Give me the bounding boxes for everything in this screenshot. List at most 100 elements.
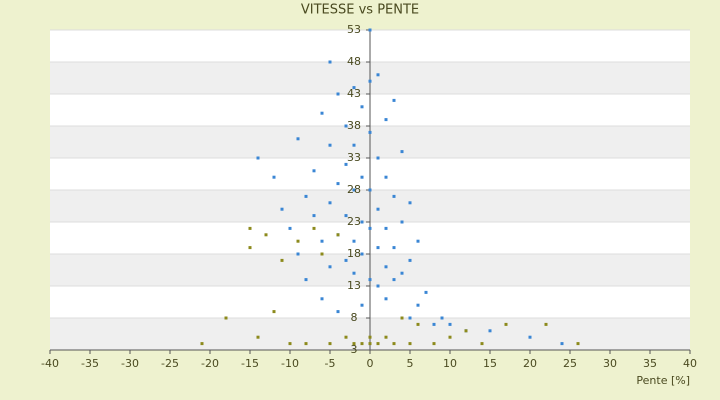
y-tick-label: 23 bbox=[347, 215, 361, 228]
x-tick-label: -15 bbox=[241, 357, 259, 370]
point bbox=[560, 342, 564, 346]
point bbox=[280, 207, 284, 211]
point bbox=[296, 252, 300, 256]
x-tick-label: 10 bbox=[443, 357, 457, 370]
point bbox=[408, 201, 412, 205]
point bbox=[352, 188, 356, 192]
point bbox=[416, 239, 420, 243]
point bbox=[344, 162, 348, 166]
point bbox=[392, 246, 396, 250]
y-tick-label: 28 bbox=[347, 183, 361, 196]
x-tick-label: -10 bbox=[281, 357, 299, 370]
point bbox=[352, 271, 356, 275]
point bbox=[256, 335, 260, 339]
point bbox=[376, 246, 380, 250]
point bbox=[432, 342, 436, 346]
point bbox=[352, 239, 356, 243]
x-tick-label: 5 bbox=[407, 357, 414, 370]
point bbox=[408, 316, 412, 320]
point bbox=[328, 342, 332, 346]
point bbox=[416, 322, 420, 326]
point bbox=[576, 342, 580, 346]
y-tick-label: 43 bbox=[347, 87, 361, 100]
point bbox=[320, 111, 324, 115]
point bbox=[368, 342, 372, 346]
y-tick-label: 38 bbox=[347, 119, 361, 132]
point bbox=[304, 194, 308, 198]
point bbox=[352, 143, 356, 147]
point bbox=[528, 335, 532, 339]
point bbox=[488, 329, 492, 333]
x-tick-label: 35 bbox=[643, 357, 657, 370]
point bbox=[384, 175, 388, 179]
point bbox=[360, 220, 364, 224]
point bbox=[264, 233, 268, 237]
point bbox=[376, 73, 380, 77]
point bbox=[296, 137, 300, 141]
point bbox=[464, 329, 468, 333]
point bbox=[328, 143, 332, 147]
point bbox=[392, 194, 396, 198]
x-tick-label: 40 bbox=[683, 357, 697, 370]
point bbox=[408, 258, 412, 262]
point bbox=[368, 226, 372, 230]
point bbox=[400, 316, 404, 320]
x-tick-label: 30 bbox=[603, 357, 617, 370]
point bbox=[280, 258, 284, 262]
point bbox=[408, 342, 412, 346]
y-tick-label: 18 bbox=[347, 247, 361, 260]
point bbox=[352, 342, 356, 346]
point bbox=[480, 342, 484, 346]
point bbox=[400, 271, 404, 275]
point bbox=[296, 239, 300, 243]
point bbox=[304, 278, 308, 282]
point bbox=[376, 207, 380, 211]
y-tick-label: 8 bbox=[351, 311, 358, 324]
point bbox=[320, 239, 324, 243]
x-tick-label: -40 bbox=[41, 357, 59, 370]
point bbox=[440, 316, 444, 320]
point bbox=[288, 342, 292, 346]
point bbox=[272, 310, 276, 314]
point bbox=[272, 175, 276, 179]
x-tick-label: -5 bbox=[325, 357, 336, 370]
point bbox=[400, 220, 404, 224]
point bbox=[312, 214, 316, 218]
point bbox=[368, 335, 372, 339]
point bbox=[256, 156, 260, 160]
point bbox=[392, 98, 396, 102]
x-axis-label: Pente [%] bbox=[636, 374, 690, 387]
point bbox=[360, 105, 364, 109]
point bbox=[224, 316, 228, 320]
point bbox=[392, 342, 396, 346]
point bbox=[376, 342, 380, 346]
y-tick-label: 53 bbox=[347, 23, 361, 36]
point bbox=[304, 342, 308, 346]
point bbox=[416, 303, 420, 307]
point bbox=[424, 290, 428, 294]
point bbox=[376, 284, 380, 288]
point bbox=[384, 297, 388, 301]
chart-title: VITESSE vs PENTE bbox=[301, 3, 419, 18]
point bbox=[336, 233, 340, 237]
point bbox=[328, 201, 332, 205]
point bbox=[200, 342, 204, 346]
point bbox=[320, 297, 324, 301]
point bbox=[432, 322, 436, 326]
y-tick-label: 3 bbox=[351, 343, 358, 356]
point bbox=[360, 303, 364, 307]
point bbox=[368, 130, 372, 134]
point bbox=[320, 252, 324, 256]
point bbox=[344, 214, 348, 218]
point bbox=[288, 226, 292, 230]
point bbox=[336, 92, 340, 96]
x-tick-label: -30 bbox=[121, 357, 139, 370]
point bbox=[328, 265, 332, 269]
point bbox=[392, 278, 396, 282]
x-tick-label: -20 bbox=[201, 357, 219, 370]
point bbox=[544, 322, 548, 326]
point bbox=[328, 60, 332, 64]
point bbox=[400, 150, 404, 154]
point bbox=[344, 124, 348, 128]
